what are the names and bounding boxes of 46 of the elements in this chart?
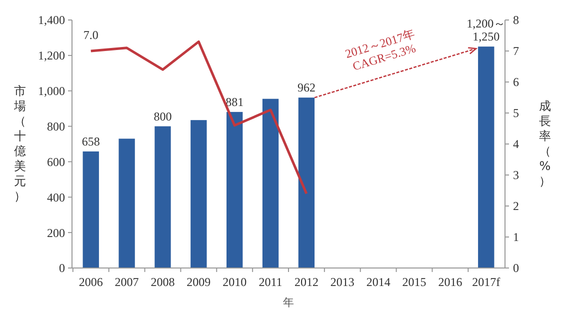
x-tick-label: 2007 xyxy=(114,275,139,289)
y-tick-label: 200 xyxy=(47,226,65,240)
bar xyxy=(478,46,494,268)
y2-tick-label: 0 xyxy=(513,261,519,276)
x-tick-label: 2016 xyxy=(438,275,462,289)
y2-tick-label: 5 xyxy=(513,106,519,120)
y2-tick-label: 6 xyxy=(513,75,519,90)
y-tick-label: 1,400 xyxy=(38,13,65,28)
x-tick-label: 2017f xyxy=(472,275,500,289)
bar xyxy=(226,112,243,268)
y-tick-label: 600 xyxy=(47,154,65,169)
x-tick-label: 2015 xyxy=(402,275,426,289)
x-tick-label: 2008 xyxy=(150,275,175,289)
bar xyxy=(82,151,99,268)
y2-tick-label: 3 xyxy=(513,168,519,182)
bar xyxy=(118,138,135,268)
data-label: 881 xyxy=(226,94,244,109)
x-tick-label: 2010 xyxy=(222,275,247,289)
y-tick-label: 800 xyxy=(47,119,65,134)
y-tick-label: 400 xyxy=(47,190,65,204)
data-label: 658 xyxy=(82,134,100,148)
x-axis-title: 年 xyxy=(283,296,294,309)
y-tick-label: 1,000 xyxy=(38,84,65,98)
data-label: 1,200～ 1,250 xyxy=(466,16,506,44)
x-tick-label: 2006 xyxy=(78,275,103,289)
bar xyxy=(190,120,207,268)
y-tick-label: 1,200 xyxy=(38,48,65,63)
x-tick-label: 2011 xyxy=(258,275,282,289)
data-label: 800 xyxy=(154,109,172,124)
y2-tick-label: 8 xyxy=(513,13,519,28)
bar xyxy=(262,98,279,268)
bar xyxy=(298,98,315,268)
y-tick-label: 0 xyxy=(59,261,65,276)
bar xyxy=(154,126,171,268)
y-axis-title: 市場（十億美元） xyxy=(13,84,26,203)
x-tick-label: 2013 xyxy=(330,275,354,289)
y2-tick-label: 7 xyxy=(513,44,519,58)
data-label: 962 xyxy=(297,80,316,95)
y2-tick-label: 4 xyxy=(513,137,519,152)
y2-tick-label: 2 xyxy=(513,199,519,214)
x-tick-label: 2012 xyxy=(294,275,318,289)
x-tick-label: 2014 xyxy=(366,275,390,289)
y2-axis-title: 成長率（%） xyxy=(539,98,551,188)
data-label: 7.0 xyxy=(83,28,98,42)
x-tick-label: 2009 xyxy=(186,275,211,289)
y2-tick-label: 1 xyxy=(513,230,519,244)
